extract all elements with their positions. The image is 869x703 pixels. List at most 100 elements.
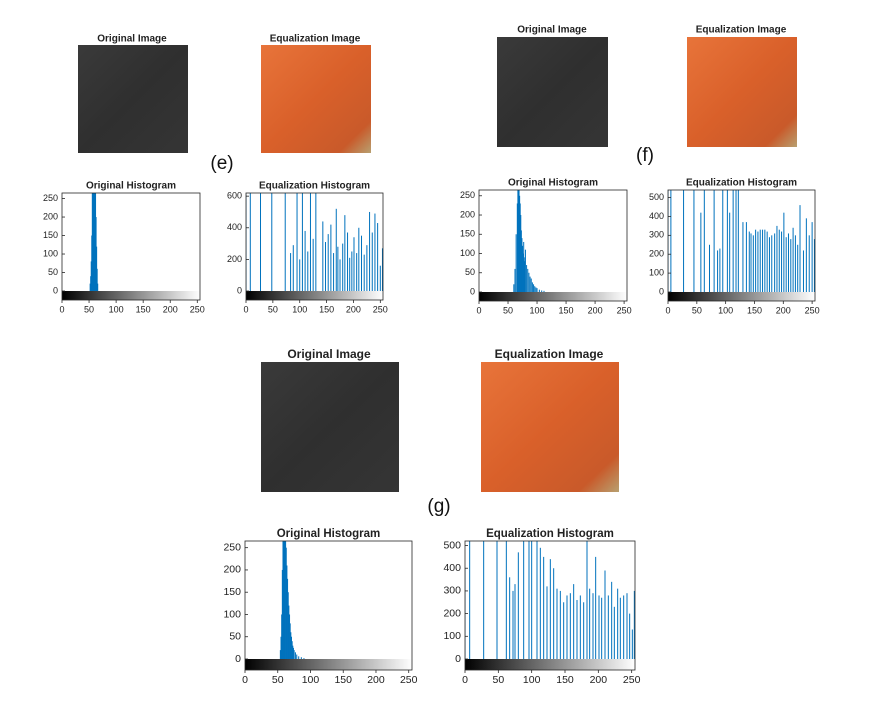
original-image xyxy=(261,362,399,492)
bar xyxy=(539,547,541,659)
y-tick-label: 150 xyxy=(43,230,58,240)
axes-box xyxy=(464,540,636,671)
image-title: Original Image xyxy=(287,347,371,361)
bar xyxy=(523,257,525,292)
bar xyxy=(670,190,672,292)
equalized-image xyxy=(261,45,371,153)
x-tick-label: 200 xyxy=(588,305,603,315)
y-tick-label: 400 xyxy=(649,211,664,221)
bar xyxy=(521,238,523,292)
bar xyxy=(285,547,287,659)
bar xyxy=(90,261,92,291)
bar xyxy=(543,290,545,292)
x-tick-label: 0 xyxy=(665,305,670,315)
bar xyxy=(709,244,711,292)
y-tick-label: 100 xyxy=(223,608,241,620)
bar xyxy=(381,248,383,291)
bar xyxy=(726,190,728,292)
bar xyxy=(619,597,621,659)
bar xyxy=(517,552,519,659)
bar xyxy=(755,229,757,292)
axes-box xyxy=(61,192,201,301)
bar xyxy=(288,605,290,659)
bar xyxy=(583,602,585,659)
bar xyxy=(526,265,528,292)
x-tick-label: 0 xyxy=(462,674,468,686)
axes-box xyxy=(478,189,628,302)
bar xyxy=(759,229,761,292)
bar xyxy=(349,257,351,291)
bar xyxy=(586,541,588,659)
bar xyxy=(536,541,538,659)
bar xyxy=(289,623,291,659)
bar xyxy=(559,590,561,659)
bar xyxy=(299,259,301,291)
x-tick-label: 100 xyxy=(718,305,733,315)
bar xyxy=(330,224,332,291)
bar xyxy=(517,190,519,292)
bar xyxy=(281,569,283,659)
colorbar xyxy=(245,659,412,670)
bar xyxy=(529,276,531,292)
bar xyxy=(566,595,568,659)
panel-label: (e) xyxy=(210,153,233,174)
bar xyxy=(768,237,770,292)
equalized-image xyxy=(481,362,619,492)
bar xyxy=(785,237,787,292)
y-tick-label: 100 xyxy=(443,630,461,642)
bar xyxy=(351,251,353,291)
bar xyxy=(693,190,695,292)
y-tick-label: 50 xyxy=(465,267,475,277)
x-tick-label: 0 xyxy=(59,304,64,314)
bar xyxy=(347,232,349,291)
bar xyxy=(294,652,296,659)
x-tick-label: 50 xyxy=(492,674,504,686)
bar xyxy=(520,215,522,292)
bar xyxy=(505,541,507,659)
y-tick-label: 400 xyxy=(443,562,461,574)
bar xyxy=(279,650,281,659)
bar xyxy=(589,588,591,659)
bar xyxy=(290,636,292,659)
y-tick-label: 250 xyxy=(223,541,241,553)
bar xyxy=(611,581,613,659)
bar xyxy=(799,205,801,292)
bar xyxy=(287,592,289,659)
bar xyxy=(296,193,298,291)
bar xyxy=(719,248,721,292)
bar xyxy=(790,239,792,292)
bar xyxy=(327,234,329,291)
bar xyxy=(94,193,96,291)
chart-title: Equalization Histogram xyxy=(259,181,370,192)
bar xyxy=(356,253,358,291)
y-tick-label: 250 xyxy=(43,193,58,203)
bar xyxy=(797,244,799,292)
bar xyxy=(283,541,285,659)
bar xyxy=(794,235,796,292)
bar xyxy=(312,238,314,291)
bar xyxy=(633,590,635,659)
bar xyxy=(95,193,97,291)
bar xyxy=(496,541,498,659)
bar xyxy=(315,193,317,291)
bar xyxy=(509,577,511,659)
y-tick-label: 300 xyxy=(443,585,461,597)
bar xyxy=(515,234,517,292)
x-tick-label: 50 xyxy=(272,674,284,686)
y-tick-label: 200 xyxy=(460,209,475,219)
bar xyxy=(595,556,597,659)
bar xyxy=(514,584,516,659)
bar xyxy=(522,245,524,292)
bar xyxy=(307,251,309,291)
bar xyxy=(764,229,766,292)
bar xyxy=(287,578,289,659)
bar xyxy=(613,606,615,659)
y-tick-label: 600 xyxy=(227,191,242,201)
bar xyxy=(469,541,471,659)
bar xyxy=(293,650,295,659)
bar xyxy=(91,235,93,291)
y-tick-label: 0 xyxy=(53,285,58,295)
image-title: Equalization Image xyxy=(696,25,787,36)
bar xyxy=(742,222,744,292)
